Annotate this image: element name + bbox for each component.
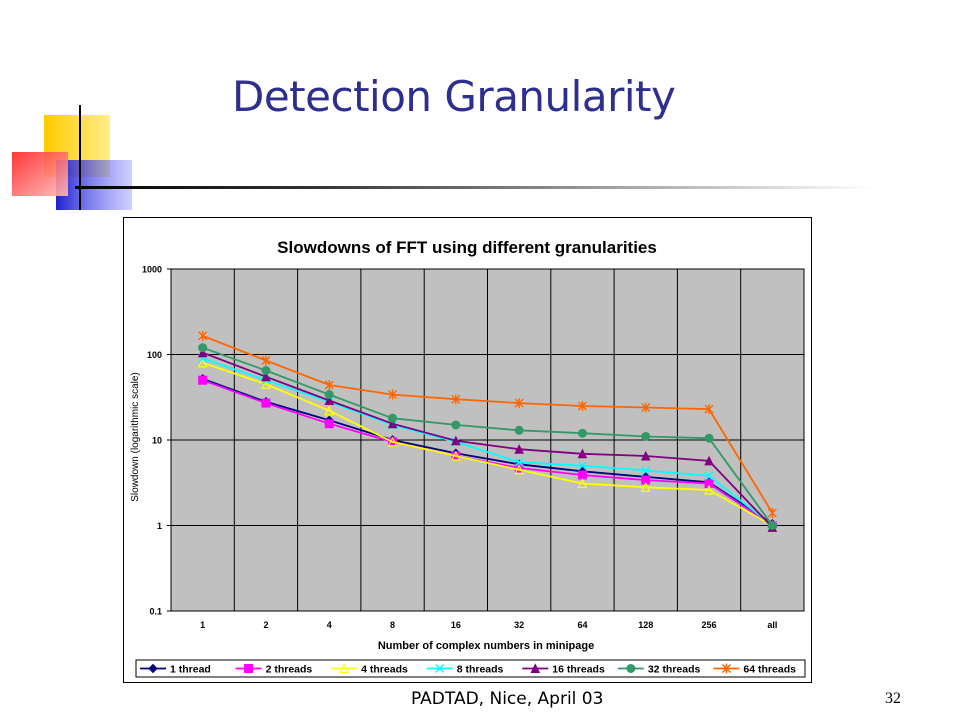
y-tick-label: 1000 — [142, 265, 162, 275]
legend-label-4-threads: 4 threads — [361, 664, 408, 676]
decorative-horizontal-line — [75, 186, 875, 189]
data-point-16-threads — [324, 395, 335, 405]
x-tick-label: 32 — [514, 620, 524, 630]
footer-text: PADTAD, Nice, April 03 — [411, 689, 604, 709]
legend-marker-2-threads — [244, 664, 254, 673]
legend-marker-8-threads — [435, 664, 445, 673]
legend-box — [135, 659, 806, 678]
x-tick-label: all — [767, 620, 777, 630]
x-tick-label: 64 — [577, 620, 587, 630]
x-tick-label: 128 — [638, 620, 653, 630]
data-point-64-threads — [767, 508, 777, 519]
data-point-64-threads — [261, 355, 271, 366]
chart-title: Slowdowns of FFT using different granula… — [277, 238, 657, 257]
data-point-4-threads — [704, 484, 715, 495]
series-line-16-threads — [202, 351, 774, 529]
data-point-16-threads — [640, 450, 651, 461]
decorative-vertical-line — [79, 105, 81, 210]
slide-title: Detection Granularity — [232, 72, 676, 121]
y-tick-label: 1 — [157, 521, 162, 531]
data-point-64-threads — [451, 394, 461, 405]
x-tick-label: 8 — [390, 620, 395, 630]
data-point-32-threads — [198, 343, 208, 353]
plot-area: 0.1 1 10 100 1000 1 2 4 8 16 32 64 128 256 all — [142, 265, 805, 630]
y-tick-label: 100 — [147, 350, 162, 360]
legend-marker-4-threads — [339, 663, 350, 674]
legend-marker-64-threads — [721, 663, 731, 674]
data-point-64-threads — [388, 389, 398, 400]
series-line-1-thread — [202, 377, 773, 525]
decorative-blocks — [12, 115, 132, 210]
legend: 1 thread 2 threads 4 threads 8 threads 16 th… — [135, 659, 806, 678]
data-point-2-threads — [261, 398, 271, 408]
data-point-32-threads — [324, 390, 334, 400]
data-point-8-threads — [641, 465, 651, 475]
legend-label-32-threads: 32 threads — [648, 664, 701, 676]
legend-marker-1-thread — [148, 663, 158, 674]
data-point-4-threads — [197, 357, 208, 368]
y-tick-label: 10 — [152, 436, 162, 446]
data-point-16-threads — [577, 448, 588, 459]
data-point-32-threads — [514, 425, 524, 435]
blue-block — [56, 160, 132, 210]
data-point-64-threads — [324, 379, 334, 390]
data-point-64-threads — [577, 400, 587, 411]
data-point-64-threads — [704, 404, 714, 415]
x-tick-label: 2 — [263, 620, 268, 630]
data-point-64-threads — [641, 402, 651, 413]
data-point-16-threads — [704, 455, 714, 466]
data-point-32-threads — [704, 433, 714, 443]
data-point-32-threads — [577, 428, 587, 438]
data-point-8-threads — [514, 457, 524, 467]
x-tick-label: 256 — [702, 620, 717, 630]
legend-label-64-threads: 64 threads — [743, 664, 796, 676]
x-tick-label: 1 — [200, 620, 205, 630]
data-point-16-threads — [261, 371, 271, 382]
data-point-32-threads — [388, 413, 398, 423]
series-line-8-threads — [202, 357, 773, 527]
x-tick-label: 16 — [451, 620, 461, 630]
data-point-8-threads — [577, 461, 587, 471]
x-tick-label: 4 — [327, 620, 332, 630]
y-axis-title: Slowdown (logarithmic scale) — [130, 372, 141, 502]
y-tick-label: 0.1 — [149, 607, 162, 617]
data-point-2-threads — [704, 478, 714, 488]
data-point-16-threads — [514, 444, 524, 454]
data-point-2-threads — [198, 375, 208, 385]
data-point-4-threads — [387, 436, 398, 447]
data-point-4-threads — [324, 405, 335, 416]
series-line-32-threads — [202, 346, 774, 527]
legend-label-2-threads: 2 threads — [266, 664, 313, 676]
data-point-2-threads — [324, 419, 334, 429]
data-point-2-threads — [577, 470, 587, 480]
legend-label-16-threads: 16 threads — [552, 664, 605, 676]
legend-marker-32-threads — [626, 664, 636, 673]
data-point-32-threads — [451, 420, 461, 430]
page-number: 32 — [885, 690, 901, 707]
legend-label-8-threads: 8 threads — [457, 664, 504, 676]
data-point-16-threads — [387, 418, 398, 429]
x-axis-title: Number of complex numbers in minipage — [378, 640, 594, 652]
data-point-32-threads — [641, 431, 651, 441]
series-line-4-threads — [202, 361, 773, 527]
data-point-4-threads — [450, 450, 461, 461]
data-point-64-threads — [198, 330, 208, 341]
data-point-4-threads — [577, 478, 588, 489]
slowdown-chart: Slowdowns of FFT using different granula… — [123, 217, 812, 683]
legend-label-1-thread: 1 thread — [170, 664, 211, 676]
data-point-64-threads — [514, 398, 524, 409]
data-point-16-threads — [197, 347, 208, 358]
data-point-16-threads — [451, 435, 461, 446]
series-line-64-threads — [202, 335, 774, 514]
data-point-32-threads — [767, 521, 777, 530]
data-point-4-threads — [260, 378, 271, 389]
data-point-4-threads — [514, 464, 525, 475]
data-point-32-threads — [261, 365, 271, 375]
data-point-4-threads — [640, 481, 651, 492]
red-block — [12, 152, 68, 196]
legend-marker-16-threads — [530, 663, 541, 673]
data-point-8-threads — [704, 471, 714, 481]
